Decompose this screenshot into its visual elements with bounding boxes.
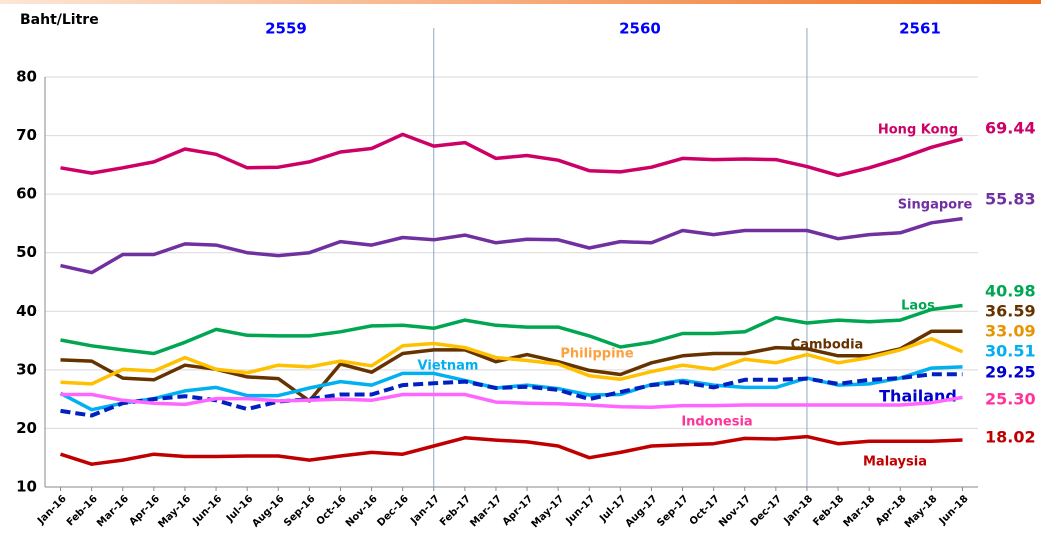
series-name: Cambodia bbox=[791, 338, 864, 353]
series-line bbox=[59, 434, 963, 466]
y-tick-label: 20 bbox=[16, 419, 37, 437]
end-value-label: 40.98 bbox=[985, 282, 1036, 301]
y-tick-label: 30 bbox=[16, 360, 37, 378]
y-axis-label: Baht/Litre bbox=[20, 12, 99, 28]
series-line bbox=[60, 132, 963, 178]
x-tick-label: Jun-16 bbox=[190, 493, 224, 527]
y-tick-label: 60 bbox=[16, 185, 37, 203]
y-tick-label: 40 bbox=[16, 302, 37, 320]
series-name: Indonesia bbox=[681, 415, 752, 430]
x-tick-label: Nov-16 bbox=[344, 493, 380, 529]
series-line bbox=[60, 216, 963, 275]
x-tick-label: Jan-17 bbox=[408, 493, 442, 527]
end-value-label: 55.83 bbox=[985, 190, 1036, 209]
year-label: 2561 bbox=[899, 20, 941, 38]
series-name: Philippine bbox=[560, 347, 633, 362]
x-tick-label: Jan-16 bbox=[35, 493, 69, 527]
x-tick-label: Feb-18 bbox=[811, 493, 846, 528]
x-tick-label: May-17 bbox=[530, 493, 567, 530]
series-name: Hong Kong bbox=[878, 123, 958, 138]
end-value-label: 25.30 bbox=[985, 390, 1036, 409]
series-line bbox=[60, 392, 963, 410]
end-value-label: 30.51 bbox=[985, 342, 1036, 361]
series-name: Malaysia bbox=[863, 455, 927, 470]
end-value-label: 18.02 bbox=[985, 428, 1036, 447]
end-value-label: 36.59 bbox=[985, 302, 1036, 321]
x-tick-label: May-18 bbox=[903, 493, 940, 530]
x-tick-label: Dec-17 bbox=[749, 493, 784, 528]
y-tick-label: 70 bbox=[16, 126, 37, 144]
x-tick-label: Jun-18 bbox=[937, 493, 971, 527]
series-line bbox=[60, 337, 964, 386]
series-line bbox=[60, 372, 963, 418]
series-name: Singapore bbox=[898, 198, 973, 213]
x-tick-label: Jun-17 bbox=[564, 493, 598, 527]
y-tick-label: 80 bbox=[16, 68, 37, 86]
x-tick-label: Mar-17 bbox=[468, 493, 504, 529]
x-tick-label: Dec-16 bbox=[375, 493, 410, 528]
y-tick-label: 10 bbox=[16, 478, 37, 496]
year-label: 2560 bbox=[619, 20, 661, 38]
x-tick-label: Aug-16 bbox=[250, 493, 286, 529]
x-tick-label: Aug-17 bbox=[624, 493, 660, 529]
end-value-label: 29.25 bbox=[985, 363, 1036, 382]
x-tick-label: Feb-17 bbox=[438, 493, 473, 528]
series-name: Laos bbox=[901, 299, 935, 314]
x-tick-label: Nov-17 bbox=[717, 493, 753, 529]
x-tick-label: Feb-16 bbox=[65, 493, 100, 528]
x-tick-label: Mar-16 bbox=[95, 493, 131, 529]
end-value-label: 33.09 bbox=[985, 322, 1036, 341]
end-value-label: 69.44 bbox=[985, 119, 1036, 138]
year-label: 2559 bbox=[265, 20, 307, 38]
x-tick-label: Sep-17 bbox=[655, 493, 691, 529]
y-tick-label: 50 bbox=[16, 243, 37, 261]
x-tick-label: Sep-16 bbox=[282, 493, 318, 529]
series-line bbox=[60, 303, 963, 356]
x-tick-label: May-16 bbox=[156, 493, 193, 530]
series-name: Vietnam bbox=[418, 359, 479, 374]
top-stripe bbox=[0, 0, 1041, 4]
x-tick-label: Mar-18 bbox=[842, 493, 878, 529]
x-tick-label: Jan-18 bbox=[781, 493, 815, 527]
